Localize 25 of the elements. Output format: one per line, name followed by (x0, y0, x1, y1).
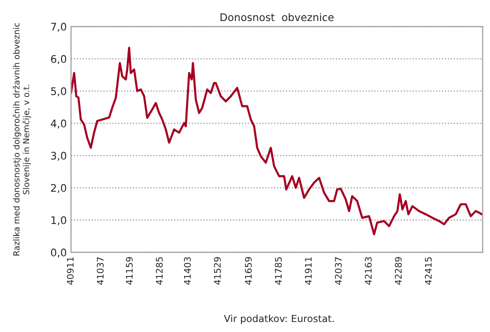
x-tick-label: 41037 (96, 257, 104, 285)
x-tick-label: 41911 (304, 257, 312, 285)
y-tick-label: 2,0 (51, 184, 66, 193)
text: Vir podatkov: Eurostat. (224, 314, 334, 324)
x-tick-label: 41785 (274, 257, 282, 285)
y-tick-label: 5,0 (51, 87, 66, 96)
x-tick-label: 41159 (126, 257, 133, 285)
x-tick-label: 41403 (184, 257, 191, 285)
x-tick-label: 41659 (244, 257, 252, 285)
y-tick-label: 1,0 (51, 216, 66, 226)
y-tick-label: 4,0 (50, 120, 66, 128)
chart-title: Donosnost obveznice (220, 13, 334, 22)
y-tick-label: 3,0 (51, 152, 66, 161)
x-tick-label: 42037 (334, 257, 342, 285)
y-axis-title: Razlika med donosnostjo dolgoročnih državnih obveznic Slovenije in Nemčije, v o.t. (12, 23, 31, 256)
x-tick-label: 42163 (364, 257, 372, 285)
y-tick-label: 6,0 (51, 55, 66, 64)
y-tick-label: 7,0 (51, 22, 66, 32)
x-tick-label: 40911 (66, 257, 74, 285)
x-tick-label: 41285 (156, 257, 163, 285)
x-tick-label: 42289 (394, 257, 402, 285)
x-tick-label: 42415 (424, 257, 432, 285)
line-series (71, 46, 483, 236)
x-tick-label: 41529 (214, 257, 221, 285)
y-tick-label: 0,0 (51, 248, 66, 258)
